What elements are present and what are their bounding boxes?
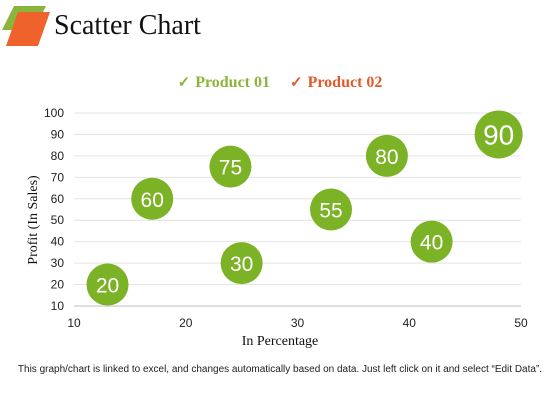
data-point — [209, 145, 252, 188]
footnote: This graph/chart is linked to excel, and… — [17, 364, 543, 375]
legend-label-product-02: Product 02 — [307, 73, 383, 91]
data-label: 90 — [483, 119, 514, 150]
x-tick-label: 20 — [179, 316, 193, 330]
page-title: Scatter Chart — [54, 10, 201, 41]
data-label: 20 — [96, 275, 119, 298]
check-icon: ✓ — [177, 75, 191, 91]
data-point — [310, 188, 353, 231]
chart-legend: ✓ Product 01 ✓ Product 02 — [0, 73, 560, 92]
y-tick-label: 100 — [44, 106, 64, 120]
data-label: 55 — [319, 200, 342, 223]
x-tick-label: 30 — [291, 316, 305, 330]
y-axis-label: Profit (In Sales) — [26, 175, 41, 265]
data-label: 60 — [141, 189, 164, 212]
data-label: 40 — [420, 232, 443, 255]
x-axis-label: In Percentage — [241, 334, 319, 349]
x-tick-label: 40 — [403, 316, 417, 330]
data-point — [220, 242, 263, 285]
y-tick-label: 40 — [51, 235, 65, 249]
y-tick-label: 70 — [51, 170, 65, 184]
y-tick-label: 30 — [51, 256, 65, 270]
data-point — [131, 177, 174, 220]
y-tick-label: 90 — [51, 127, 65, 141]
legend-label-product-01: Product 01 — [195, 73, 270, 91]
legend-item-product-01[interactable]: ✓ Product 01 — [178, 73, 270, 92]
y-tick-label: 80 — [51, 149, 65, 163]
data-point — [474, 110, 523, 159]
data-label: 75 — [219, 157, 242, 180]
y-tick-label: 20 — [51, 278, 65, 292]
y-tick-label: 60 — [51, 192, 65, 206]
y-tick-label: 50 — [51, 213, 65, 227]
data-label: 80 — [375, 146, 398, 169]
x-tick-label: 10 — [67, 316, 81, 330]
legend-item-product-02[interactable]: ✓ Product 02 — [290, 73, 382, 92]
parallelogram-logo-icon — [2, 6, 50, 46]
x-tick-label: 50 — [514, 316, 528, 330]
data-point — [410, 220, 453, 263]
data-point — [86, 263, 129, 306]
data-label: 30 — [230, 253, 253, 276]
y-tick-label: 10 — [51, 299, 65, 313]
data-point — [365, 134, 408, 177]
check-icon: ✓ — [290, 75, 303, 91]
